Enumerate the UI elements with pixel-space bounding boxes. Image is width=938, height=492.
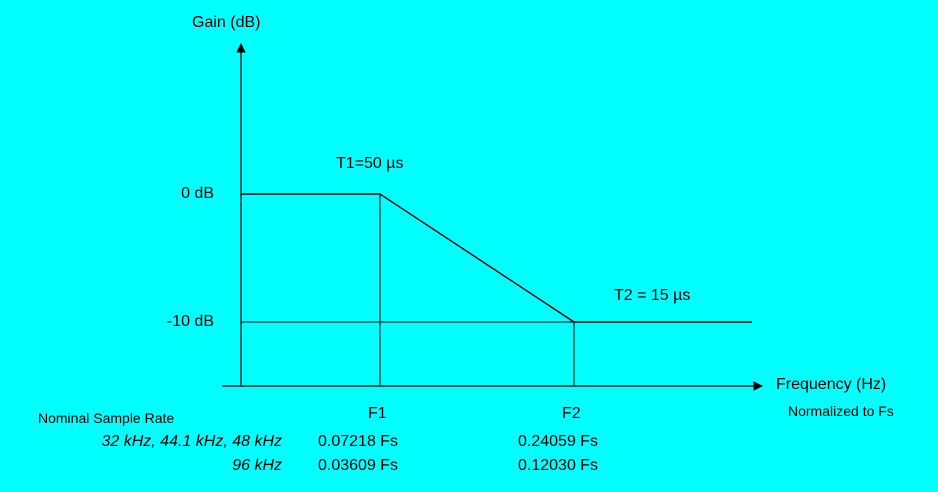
- table-row-1-f1: 0.07218 Fs: [318, 433, 399, 450]
- x-tick-f2: F2: [562, 405, 581, 422]
- t2-annotation: T2 = 15 µs: [614, 287, 691, 304]
- y-axis-label: Gain (dB): [192, 14, 261, 31]
- table-header: Nominal Sample Rate: [38, 410, 175, 426]
- table-row-1-rate: 32 kHz, 44.1 kHz, 48 kHz: [101, 433, 282, 450]
- x-tick-f1: F1: [368, 405, 387, 422]
- table-row-2-f2: 0.12030 Fs: [518, 457, 599, 474]
- table-row-2-f1: 0.03609 Fs: [318, 457, 399, 474]
- y-tick-0db: 0 dB: [181, 185, 214, 202]
- gain-response-line: [241, 193, 752, 323]
- table-row-1-f2: 0.24059 Fs: [518, 433, 599, 450]
- t1-annotation: T1=50 µs: [336, 155, 404, 172]
- x-axis-sublabel: Normalized to Fs: [788, 403, 894, 419]
- table-row-2-rate: 96 kHz: [232, 457, 282, 474]
- x-axis-label: Frequency (Hz): [776, 376, 887, 393]
- y-tick-minus10db: -10 dB: [166, 313, 214, 330]
